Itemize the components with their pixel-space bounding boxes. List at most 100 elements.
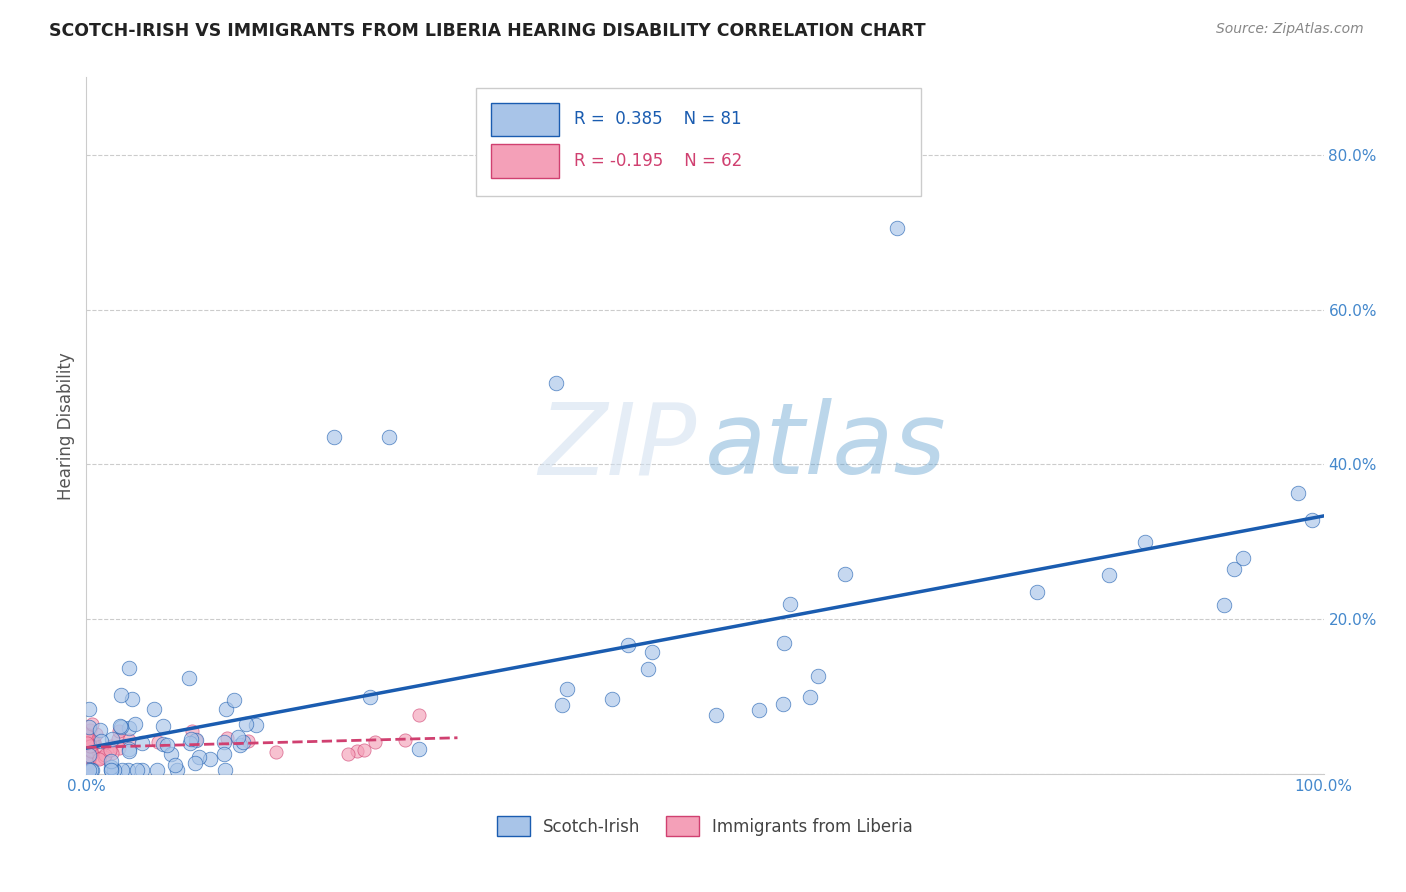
Point: [79, 702, 101, 716]
Point: [117, 661, 139, 675]
Point: [228, 730, 250, 744]
Point: [772, 697, 794, 711]
Point: [89, 752, 111, 766]
Point: [1301, 513, 1323, 527]
FancyBboxPatch shape: [491, 103, 560, 136]
Point: [100, 763, 122, 777]
Point: [98, 743, 121, 757]
Point: [245, 718, 267, 732]
Point: [79, 739, 101, 753]
Point: [131, 736, 153, 750]
Point: [76, 728, 98, 742]
Point: [322, 430, 344, 444]
Point: [235, 717, 257, 731]
Point: [80, 735, 103, 749]
Point: [107, 731, 129, 746]
Point: [118, 721, 141, 735]
Text: R =  0.385    N = 81: R = 0.385 N = 81: [574, 111, 741, 128]
Point: [124, 716, 146, 731]
Point: [82, 735, 104, 749]
Point: [76, 731, 98, 745]
Point: [118, 743, 141, 757]
Point: [83, 734, 105, 748]
Point: [76, 755, 98, 769]
Point: [359, 690, 381, 704]
Point: [117, 732, 139, 747]
Point: [152, 719, 174, 733]
Point: [79, 738, 101, 752]
Point: [214, 763, 236, 777]
Point: [177, 671, 200, 685]
Point: [76, 754, 98, 768]
Point: [108, 718, 131, 732]
Point: [76, 746, 98, 760]
Point: [93, 750, 115, 764]
Point: [346, 744, 368, 758]
Point: [77, 747, 100, 762]
Point: [353, 743, 375, 757]
Point: [224, 693, 246, 707]
FancyBboxPatch shape: [477, 88, 921, 196]
Point: [79, 734, 101, 748]
Point: [75, 749, 97, 764]
Point: [1223, 562, 1246, 576]
Point: [641, 645, 664, 659]
Legend: Scotch-Irish, Immigrants from Liberia: Scotch-Irish, Immigrants from Liberia: [491, 810, 920, 842]
Point: [76, 739, 98, 753]
Point: [146, 735, 169, 749]
Point: [77, 757, 100, 772]
Point: [108, 740, 131, 755]
Point: [188, 750, 211, 764]
Point: [546, 376, 568, 391]
Point: [80, 739, 103, 753]
Point: [117, 763, 139, 777]
Point: [617, 638, 640, 652]
Point: [229, 739, 252, 753]
Point: [179, 736, 201, 750]
Point: [264, 745, 287, 759]
Point: [108, 724, 131, 739]
Point: [143, 702, 166, 716]
Point: [100, 759, 122, 773]
Text: ZIP: ZIP: [538, 398, 696, 495]
Point: [180, 732, 202, 747]
Point: [212, 747, 235, 761]
Point: [779, 597, 801, 611]
Point: [100, 763, 122, 777]
Point: [131, 763, 153, 777]
Point: [76, 731, 98, 745]
Point: [408, 741, 430, 756]
Point: [101, 731, 124, 746]
Point: [165, 757, 187, 772]
Point: [79, 740, 101, 755]
Point: [84, 727, 107, 741]
Point: [232, 735, 254, 749]
Point: [748, 703, 770, 717]
Point: [364, 735, 387, 749]
Point: [1213, 598, 1236, 612]
Point: [75, 744, 97, 758]
Point: [76, 729, 98, 743]
Point: [101, 746, 124, 760]
Point: [184, 756, 207, 770]
Point: [77, 751, 100, 765]
Point: [799, 690, 821, 704]
Text: atlas: atlas: [704, 398, 946, 495]
Point: [146, 763, 169, 777]
Point: [110, 720, 132, 734]
Point: [160, 747, 183, 761]
Point: [80, 744, 103, 758]
Point: [637, 663, 659, 677]
Point: [80, 734, 103, 748]
Point: [79, 739, 101, 753]
Point: [184, 732, 207, 747]
Point: [1097, 567, 1119, 582]
Point: [555, 682, 578, 697]
Point: [1232, 551, 1254, 566]
Point: [90, 734, 112, 748]
Point: [79, 723, 101, 737]
Point: [834, 567, 856, 582]
Point: [156, 738, 179, 752]
Point: [79, 742, 101, 756]
Point: [1133, 535, 1156, 549]
